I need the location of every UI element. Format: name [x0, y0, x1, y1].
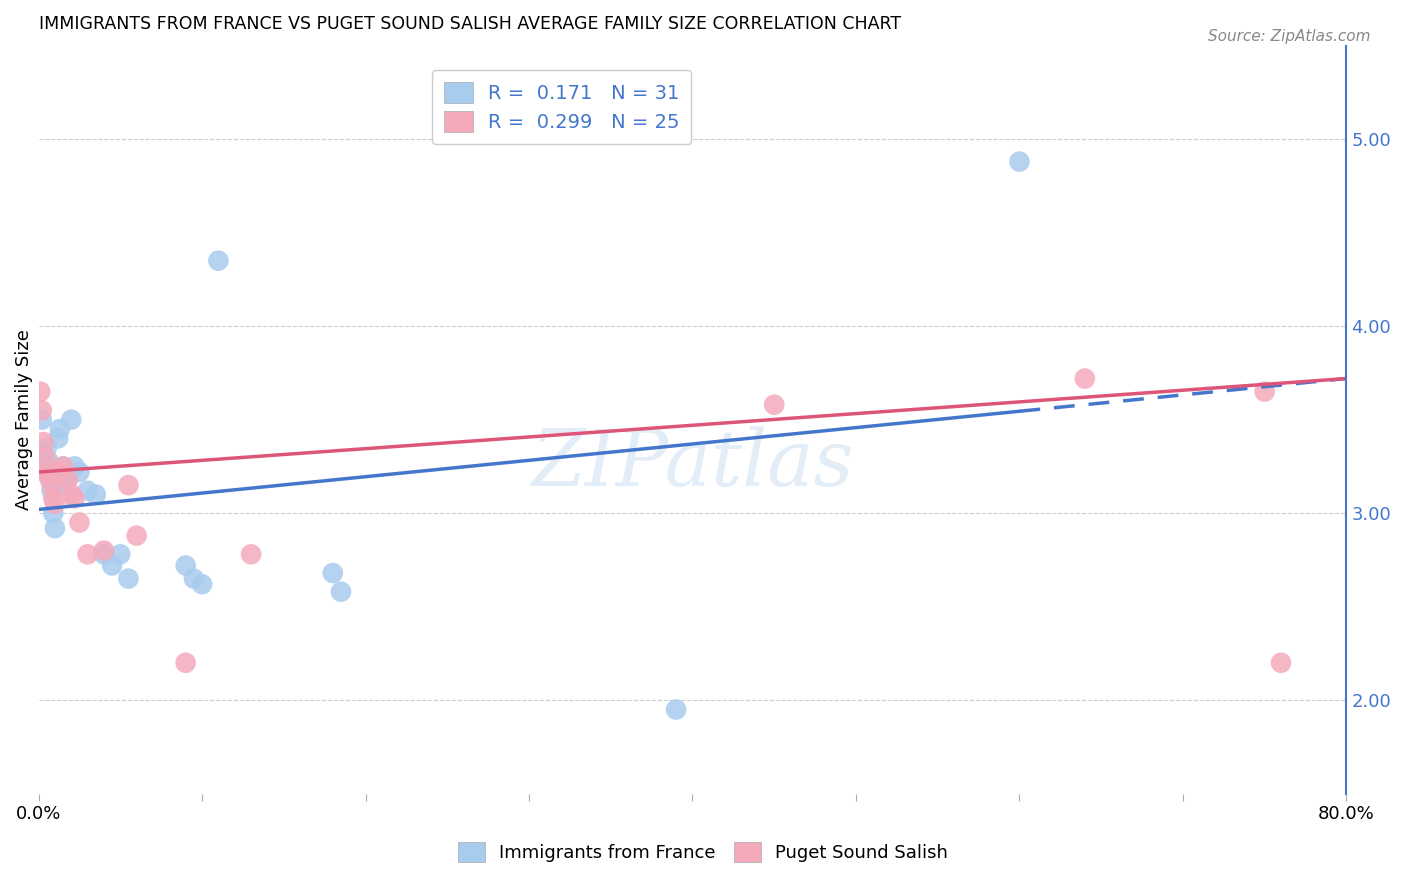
Point: [1270, 656, 1292, 670]
Point: [32, 446, 55, 460]
Point: [60, 487, 83, 501]
Text: IMMIGRANTS FROM FRANCE VS PUGET SOUND SALISH AVERAGE FAMILY SIZE CORRELATION CHA: IMMIGRANTS FROM FRANCE VS PUGET SOUND SA…: [38, 15, 901, 33]
Point: [665, 702, 688, 716]
Point: [207, 253, 229, 268]
Point: [1008, 154, 1031, 169]
Point: [39, 473, 62, 487]
Point: [41, 483, 63, 498]
Point: [52, 459, 75, 474]
Point: [52, 459, 75, 474]
Point: [93, 543, 115, 558]
Point: [31, 412, 53, 426]
Point: [191, 577, 214, 591]
Point: [37, 468, 59, 483]
Point: [174, 656, 197, 670]
Point: [63, 491, 86, 506]
Point: [76, 483, 98, 498]
Legend: R =  0.171   N = 31, R =  0.299   N = 25: R = 0.171 N = 31, R = 0.299 N = 25: [432, 70, 692, 144]
Point: [42, 491, 65, 506]
Point: [183, 572, 205, 586]
Point: [117, 572, 139, 586]
Point: [93, 547, 115, 561]
Point: [1074, 371, 1097, 385]
Point: [67, 465, 90, 479]
Point: [84, 487, 107, 501]
Point: [125, 528, 148, 542]
Point: [37, 454, 59, 468]
Point: [53, 478, 76, 492]
Point: [1253, 384, 1275, 399]
Point: [42, 506, 65, 520]
Point: [174, 558, 197, 573]
Point: [49, 422, 72, 436]
Point: [330, 584, 353, 599]
Point: [46, 465, 69, 479]
Point: [110, 547, 132, 561]
Point: [35, 465, 58, 479]
Point: [32, 435, 55, 450]
Point: [101, 558, 124, 573]
Y-axis label: Average Family Size: Average Family Size: [15, 329, 32, 510]
Point: [35, 441, 58, 455]
Point: [56, 468, 79, 483]
Point: [67, 516, 90, 530]
Point: [60, 412, 83, 426]
Point: [34, 450, 56, 464]
Point: [763, 398, 786, 412]
Point: [31, 403, 53, 417]
Legend: Immigrants from France, Puget Sound Salish: Immigrants from France, Puget Sound Sali…: [450, 835, 956, 870]
Point: [117, 478, 139, 492]
Point: [41, 478, 63, 492]
Point: [56, 473, 79, 487]
Point: [322, 566, 344, 580]
Point: [34, 465, 56, 479]
Text: ZIPatlas: ZIPatlas: [531, 426, 853, 503]
Point: [63, 459, 86, 474]
Point: [44, 497, 66, 511]
Point: [46, 431, 69, 445]
Point: [30, 384, 52, 399]
Text: Source: ZipAtlas.com: Source: ZipAtlas.com: [1208, 29, 1371, 44]
Point: [44, 521, 66, 535]
Point: [240, 547, 263, 561]
Point: [76, 547, 98, 561]
